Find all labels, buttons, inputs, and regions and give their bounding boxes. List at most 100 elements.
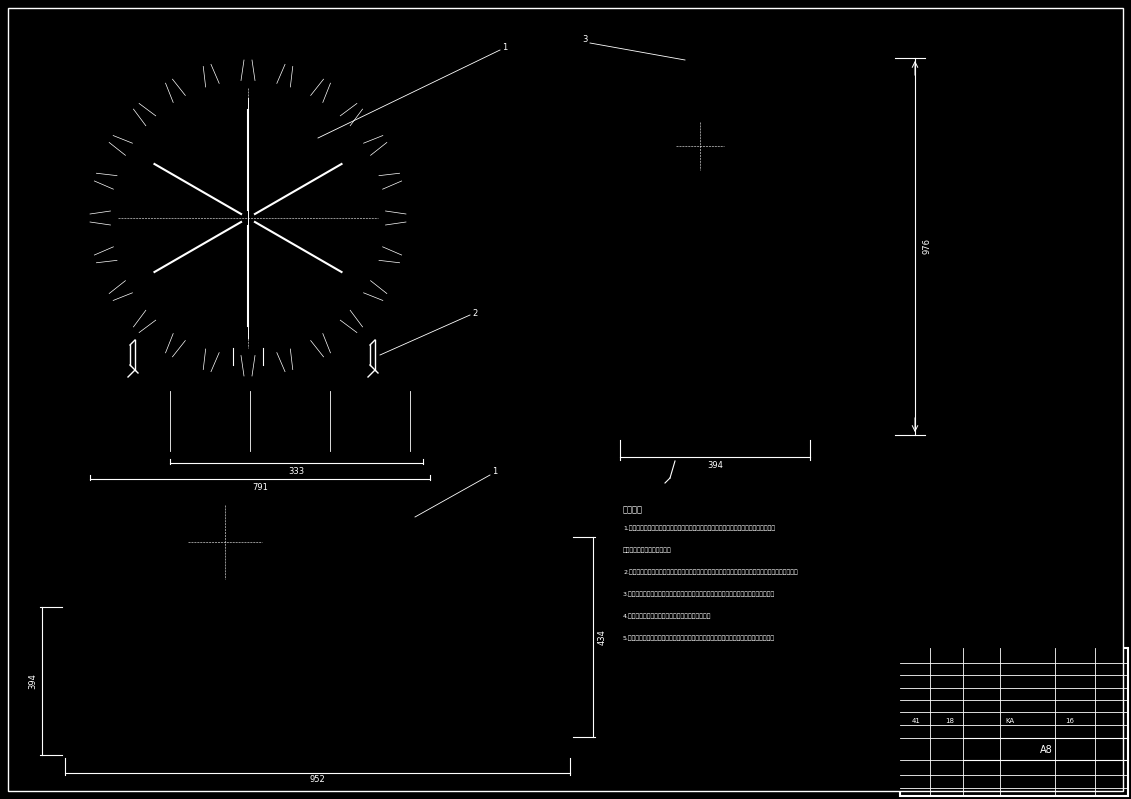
Bar bbox=[420, 667, 451, 682]
Circle shape bbox=[275, 342, 293, 360]
Bar bbox=[810, 128, 888, 143]
Bar bbox=[878, 97, 888, 102]
Bar bbox=[878, 423, 888, 427]
Circle shape bbox=[242, 349, 254, 361]
Circle shape bbox=[277, 345, 290, 357]
Bar bbox=[491, 685, 556, 725]
Bar bbox=[285, 669, 313, 679]
Bar bbox=[878, 303, 888, 308]
Bar bbox=[814, 318, 882, 329]
Circle shape bbox=[361, 280, 373, 292]
Circle shape bbox=[209, 348, 215, 354]
Text: 3: 3 bbox=[582, 35, 588, 45]
Bar bbox=[353, 669, 381, 679]
Circle shape bbox=[145, 309, 157, 321]
Bar bbox=[878, 320, 888, 325]
Bar bbox=[450, 507, 500, 592]
Circle shape bbox=[123, 280, 135, 292]
Bar bbox=[284, 667, 316, 682]
Bar bbox=[878, 200, 888, 205]
Circle shape bbox=[145, 115, 157, 127]
Circle shape bbox=[533, 705, 543, 715]
Bar bbox=[814, 233, 882, 244]
Bar bbox=[90, 391, 430, 451]
Text: 952: 952 bbox=[309, 776, 325, 785]
Bar bbox=[810, 110, 888, 125]
Bar bbox=[216, 667, 248, 682]
Bar bbox=[814, 387, 882, 398]
Circle shape bbox=[242, 74, 254, 86]
Bar bbox=[810, 402, 888, 417]
Bar bbox=[521, 667, 553, 682]
Bar bbox=[494, 690, 552, 715]
Bar bbox=[640, 218, 760, 248]
Bar bbox=[810, 299, 888, 314]
Circle shape bbox=[215, 532, 235, 552]
Bar bbox=[810, 162, 888, 177]
Circle shape bbox=[207, 345, 218, 357]
Bar bbox=[810, 350, 888, 365]
Circle shape bbox=[336, 306, 354, 324]
Circle shape bbox=[122, 413, 138, 429]
Text: 4.装配过程中零件不允许磕碍、划伤、锈蚀和脏污。: 4.装配过程中零件不允许磕碍、划伤、锈蚀和脏污。 bbox=[623, 613, 711, 618]
Circle shape bbox=[107, 215, 113, 221]
Circle shape bbox=[141, 306, 159, 324]
Circle shape bbox=[225, 705, 235, 715]
Circle shape bbox=[342, 534, 359, 550]
Bar bbox=[352, 667, 383, 682]
Bar bbox=[878, 234, 888, 240]
Bar bbox=[675, 58, 696, 63]
Bar bbox=[149, 669, 178, 679]
Circle shape bbox=[280, 348, 286, 354]
Bar bbox=[114, 667, 146, 682]
Text: KA: KA bbox=[1005, 718, 1015, 724]
Bar bbox=[64, 725, 570, 755]
Circle shape bbox=[239, 71, 257, 89]
Circle shape bbox=[245, 352, 251, 359]
Circle shape bbox=[245, 78, 251, 84]
Circle shape bbox=[118, 88, 378, 348]
Bar bbox=[814, 284, 882, 295]
Circle shape bbox=[372, 244, 390, 263]
Text: 1.输入装配时零系部件（包括外购件、外協件），均必须具有检验合格证明方能进行装配。: 1.输入装配时零系部件（包括外购件、外協件），均必须具有检验合格证明方能进行装配… bbox=[623, 525, 775, 531]
Bar bbox=[650, 373, 750, 413]
Circle shape bbox=[372, 173, 390, 192]
Circle shape bbox=[382, 215, 389, 221]
Circle shape bbox=[256, 705, 266, 715]
Circle shape bbox=[104, 212, 116, 224]
Text: 18: 18 bbox=[946, 718, 955, 724]
Circle shape bbox=[683, 86, 697, 100]
Circle shape bbox=[687, 132, 714, 160]
Circle shape bbox=[226, 196, 270, 240]
Text: 3.装配螺统紧固件，拧紧时应套配合尺寸，检测是否配合良好十及相关尺度螺统拧紧情况。: 3.装配螺统紧固件，拧紧时应套配合尺寸，检测是否配合良好十及相关尺度螺统拧紧情况… bbox=[623, 591, 775, 597]
Bar bbox=[878, 372, 888, 376]
Circle shape bbox=[171, 328, 188, 346]
Circle shape bbox=[140, 110, 356, 326]
Bar bbox=[487, 667, 519, 682]
Circle shape bbox=[244, 214, 252, 222]
Bar bbox=[810, 213, 888, 229]
Bar bbox=[425, 690, 483, 715]
Bar bbox=[655, 448, 725, 468]
Circle shape bbox=[502, 705, 512, 715]
Bar bbox=[814, 181, 882, 192]
Bar bbox=[814, 403, 882, 415]
Bar bbox=[116, 669, 144, 679]
Bar bbox=[251, 669, 279, 679]
Circle shape bbox=[378, 251, 383, 256]
Bar bbox=[810, 316, 888, 331]
Circle shape bbox=[295, 705, 305, 715]
Bar bbox=[120, 365, 400, 373]
Bar bbox=[489, 669, 517, 679]
Bar bbox=[814, 129, 882, 141]
Bar bbox=[878, 132, 888, 137]
Text: A8: A8 bbox=[1039, 745, 1052, 755]
Bar bbox=[810, 76, 888, 91]
Circle shape bbox=[148, 117, 154, 124]
Circle shape bbox=[234, 204, 262, 232]
Bar bbox=[814, 95, 882, 106]
Bar bbox=[814, 78, 882, 89]
Circle shape bbox=[359, 141, 377, 158]
Bar bbox=[356, 690, 414, 715]
Bar bbox=[620, 413, 810, 443]
